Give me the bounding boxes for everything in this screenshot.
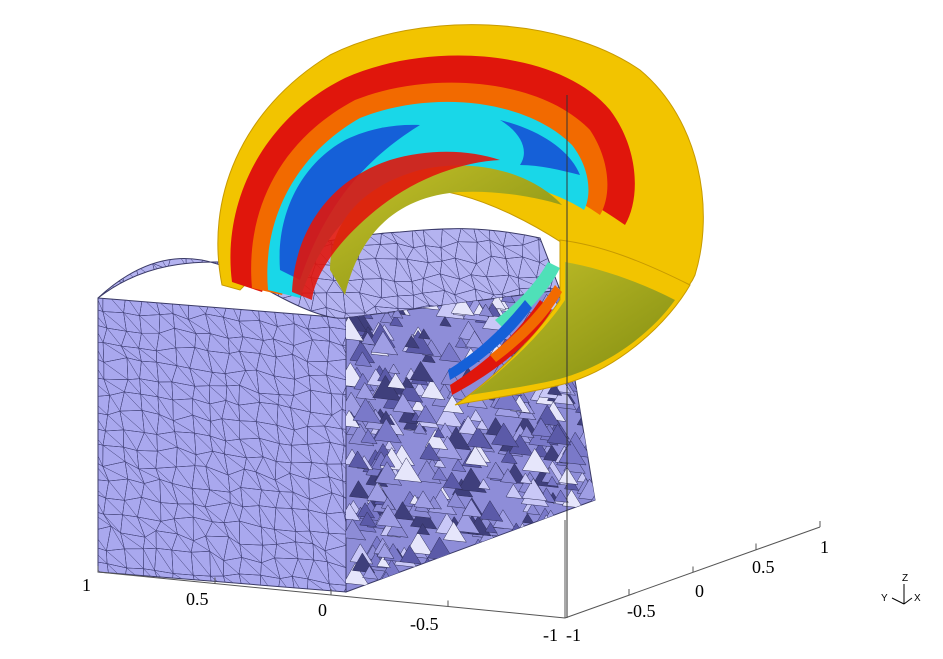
orientation-triad: Z Y X — [881, 573, 921, 605]
triad-x-label: X — [914, 593, 921, 604]
right-axis-tick-label: 1 — [820, 537, 829, 557]
left-axis-tick-label: -0.5 — [410, 614, 439, 634]
triad-x-axis — [903, 597, 913, 605]
right-axis-tick-label: 0 — [695, 581, 704, 601]
left-axis-tick-label: 1 — [82, 575, 91, 595]
triad-y-axis — [891, 597, 905, 605]
left-axis-tick-label: -1 — [543, 625, 558, 645]
left-axis-ticks — [97, 566, 566, 618]
right-axis-ticks — [628, 521, 821, 595]
lower-shell-band-orange — [490, 285, 562, 362]
bounding-axes: 1 0.5 0 -0.5 -1 -1 -0.5 0 0.5 1 — [82, 520, 829, 645]
right-axis-tick-label: -1 — [566, 625, 581, 645]
triad-y-label: Y — [881, 593, 888, 604]
isosurface-shells — [217, 24, 704, 406]
isosurface-ribbon-red — [292, 151, 500, 300]
lower-shell-limb-olive — [470, 262, 675, 395]
left-axis-tick-label: 0.5 — [186, 589, 209, 609]
right-axis-tick-label: -0.5 — [627, 601, 656, 621]
lower-shell-band-blue — [448, 300, 532, 380]
left-axis-tick-label: 0 — [318, 600, 327, 620]
right-axis-tick-label: 0.5 — [752, 557, 775, 577]
mesh-side-face — [97, 297, 347, 593]
isosurface-band-blue-right — [500, 120, 580, 175]
triad-z-label: Z — [902, 573, 908, 584]
lower-shell-band-cyan — [495, 262, 560, 330]
